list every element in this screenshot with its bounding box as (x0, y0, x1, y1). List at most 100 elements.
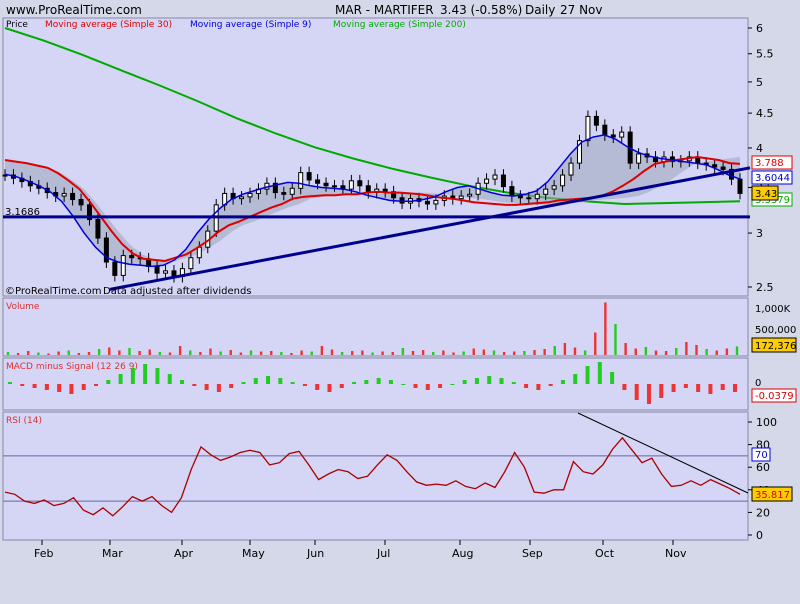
volume-bar (340, 352, 344, 355)
volume-bar (87, 352, 91, 355)
volume-bar (57, 351, 60, 355)
macd-bar (708, 384, 713, 394)
macd-bar (155, 368, 160, 384)
sma9-line (4, 134, 741, 268)
volume-bar (351, 351, 354, 355)
price-candle (517, 190, 523, 204)
volume-bar (381, 351, 384, 355)
x-axis-tick-label: Jun (306, 547, 324, 560)
price-candle (500, 169, 506, 193)
candle-body (323, 182, 329, 187)
macd-bar (376, 378, 381, 384)
x-axis-tick-label: Oct (595, 547, 615, 560)
candle-body (560, 174, 566, 187)
price-candle (357, 174, 363, 192)
volume-bar (432, 352, 435, 355)
price-candle (458, 190, 464, 205)
x-axis-tick-label: Aug (452, 547, 473, 560)
volume-bar (219, 351, 222, 355)
price-panel-title: Price (6, 20, 28, 30)
macd-bar (646, 384, 651, 404)
rsi-plot (3, 412, 749, 517)
rsi-panel-title: RSI (14) (6, 416, 42, 426)
volume-bar (118, 350, 121, 355)
macd-bar (585, 366, 590, 384)
macd-bar (229, 384, 234, 388)
macd-bar (536, 384, 541, 390)
trend-line (109, 166, 751, 291)
price-candle (61, 187, 67, 203)
rsi-panel (2, 411, 749, 541)
price-plot (2, 27, 751, 291)
price-axis-tick-label: 4.5 (756, 107, 774, 120)
candle-body (602, 124, 608, 136)
macd-bar (180, 380, 185, 384)
candle-body (534, 193, 540, 200)
tag-sma9-box (751, 170, 793, 185)
macd-bar (118, 374, 123, 384)
volume-bar (27, 351, 30, 355)
rsi-axis: 100806040200 (748, 416, 777, 542)
price-candle (306, 166, 312, 186)
volume-bar (411, 351, 415, 355)
macd-bar (450, 384, 455, 385)
price-candle (399, 191, 405, 210)
macd-bar (659, 384, 664, 398)
volume-bar (725, 348, 729, 355)
rsi-value-tag: 35.817 (755, 490, 790, 501)
volume-bar (391, 352, 394, 355)
candle-body (289, 187, 295, 195)
volume-bar (239, 352, 243, 355)
price-axis: 65.554.543.532.5 (748, 22, 774, 294)
macd-bar (671, 384, 676, 392)
macd-bar (696, 384, 701, 392)
candle-body (357, 180, 363, 187)
rsi-trend-line (577, 412, 749, 494)
macd-bar (560, 380, 565, 384)
period-label: Daily (525, 3, 555, 17)
candle-body (737, 178, 743, 194)
price-candle (323, 177, 329, 192)
price-candle (568, 157, 574, 182)
rsi-axis-tick-label: 20 (756, 506, 770, 519)
price-candle (551, 179, 557, 196)
price-candle (289, 182, 295, 201)
candle-body (154, 265, 160, 274)
macd-bar (143, 364, 148, 384)
volume-tag: 172,376 (755, 341, 796, 352)
macd-panel-title: MACD minus Signal (12 26 9) (6, 362, 138, 372)
volume-panel-title: Volume (6, 302, 40, 312)
volume-bar (209, 348, 212, 355)
volume-tick-1000k: 1,000K (755, 304, 791, 315)
volume-bar (421, 350, 425, 355)
candle-body (424, 200, 430, 205)
candle-body (551, 185, 557, 190)
volume-bar (300, 350, 303, 355)
volume-bar (502, 352, 506, 355)
macd-tag-box (751, 388, 797, 403)
volume-plot (6, 302, 739, 355)
candle-body (458, 195, 464, 200)
macd-bar (167, 374, 172, 384)
volume-bar (695, 345, 698, 355)
volume-bar (634, 348, 637, 355)
price-axis-tick-label: 6 (756, 22, 763, 35)
macd-bar (597, 362, 602, 384)
candle-body (331, 185, 337, 188)
volume-bar (168, 352, 172, 355)
price-candle (467, 188, 473, 203)
candle-body (196, 246, 202, 259)
price-candle (585, 110, 591, 147)
volume-bar (189, 350, 192, 355)
volume-bar (452, 352, 455, 355)
macd-bar (32, 384, 37, 388)
price-candle (576, 134, 582, 170)
candle-body (399, 197, 405, 204)
rsi-upper-tag: 70 (755, 450, 768, 461)
price-candle (737, 173, 743, 200)
macd-bar (622, 384, 627, 390)
price-candle (492, 169, 498, 186)
legend-sma9: Moving average (Simple 9) (190, 20, 311, 30)
macd-bar (69, 384, 74, 394)
price-candle (331, 179, 337, 192)
